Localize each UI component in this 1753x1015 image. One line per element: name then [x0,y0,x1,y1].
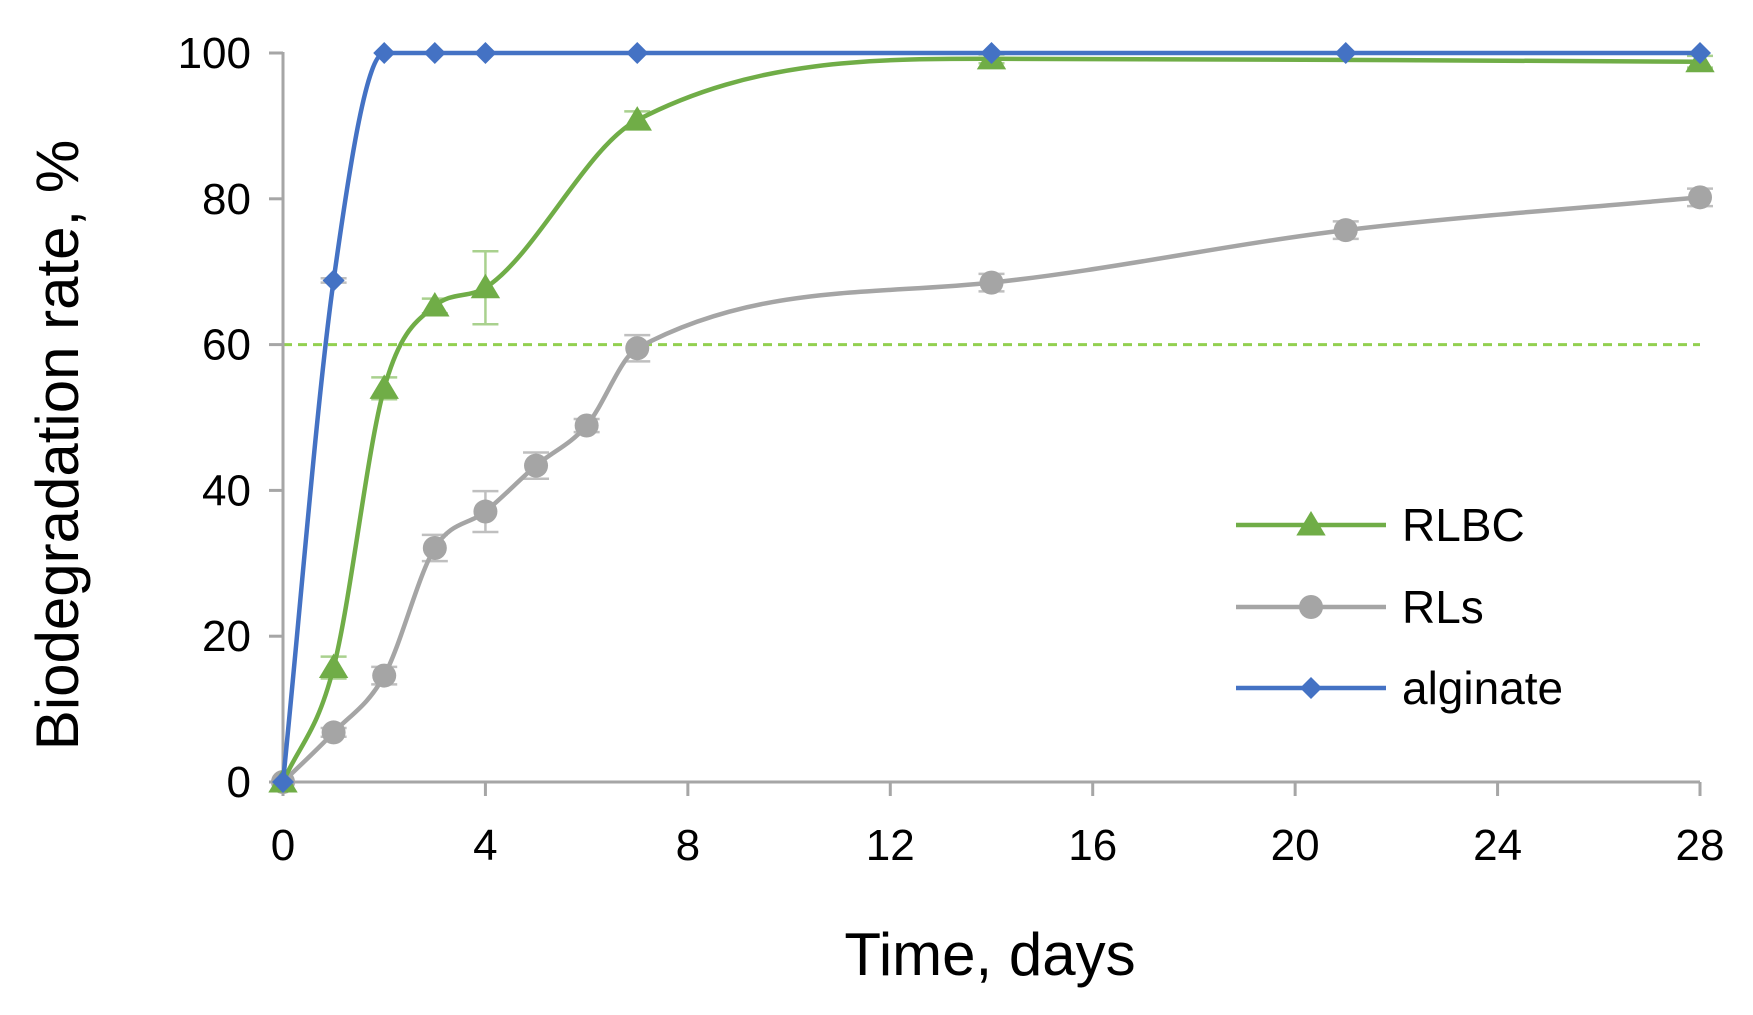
data-point [373,42,396,64]
data-point [626,42,649,64]
legend-entry-rls: RLs [1236,581,1484,633]
legend-marker [1296,511,1326,536]
x-tick-label: 20 [1271,821,1320,870]
y-tick-label: 100 [178,29,251,78]
data-point [1333,218,1358,243]
data-point [321,720,346,745]
legend-entry-alginate: alginate [1236,662,1563,714]
y-axis-title: Biodegradation rate, % [24,140,91,750]
data-point [272,771,294,793]
data-point [1689,42,1711,64]
legend-marker [1300,677,1322,699]
data-point [422,535,447,560]
x-tick-label: 24 [1473,821,1522,870]
legend-label: RLs [1402,581,1484,633]
data-point [979,270,1004,295]
data-point [470,273,501,299]
x-axis-title: Time, days [844,921,1135,988]
x-tick-label: 12 [866,821,915,870]
x-tick-label: 28 [1676,821,1725,870]
data-point [474,42,497,64]
legend-marker [1299,595,1323,619]
y-tick-label: 40 [202,466,251,515]
y-tick-label: 0 [227,758,251,807]
data-point [1334,42,1357,64]
data-point [322,269,345,292]
x-tick-label: 16 [1068,821,1117,870]
data-point [372,663,397,688]
y-tick-label: 80 [202,175,251,224]
data-point [369,374,399,399]
series-alginate [272,42,1711,793]
data-point [622,106,652,131]
plot-series [268,42,1715,794]
data-point [423,42,446,64]
series-line [280,56,1701,783]
data-point [980,42,1003,64]
x-tick-label: 0 [271,821,295,870]
y-tick-label: 20 [202,612,251,661]
legend-label: alginate [1402,662,1563,714]
data-point [574,413,599,438]
y-tick-label: 60 [202,321,251,370]
series-rls [271,185,1713,794]
data-point [473,499,498,524]
x-tick-label: 8 [676,821,700,870]
legend-label: RLBC [1402,499,1525,551]
legend: RLBC RLs alginate [1236,499,1563,714]
data-point [625,336,650,361]
data-point [318,653,349,679]
legend-entry-rlbc: RLBC [1236,499,1525,551]
axes: 0 20 40 60 80 100 0 4 8 12 16 20 24 28 [178,29,1725,870]
data-point [420,291,450,317]
x-tick-label: 4 [473,821,497,870]
data-point [524,453,549,478]
data-point [1688,185,1712,210]
